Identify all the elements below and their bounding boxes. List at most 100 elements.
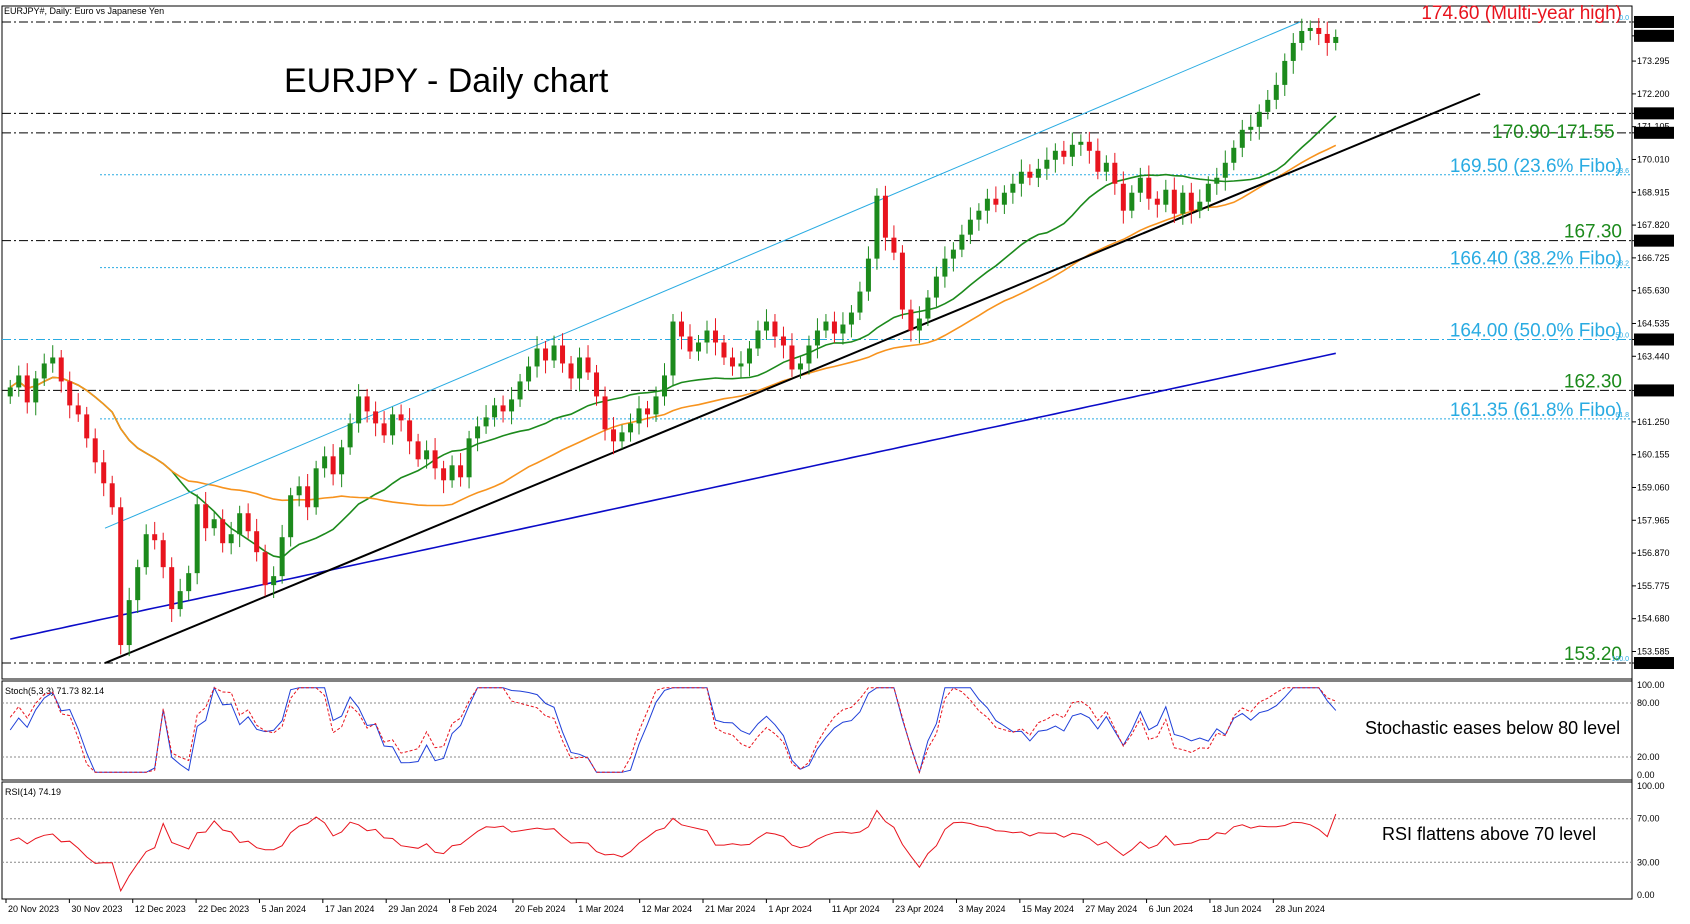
candle-body <box>534 348 540 367</box>
candle-body <box>1010 183 1016 193</box>
candle-body <box>41 363 47 379</box>
candle-body <box>976 210 982 220</box>
ma-line-50 <box>9 144 1337 507</box>
time-label: 29 Jan 2024 <box>388 904 438 914</box>
axis-highlight <box>1634 29 1674 42</box>
stoch-annotation: Stochastic eases below 80 level <box>1365 718 1620 738</box>
candle-body <box>1333 36 1339 43</box>
time-label: 18 Jun 2024 <box>1212 904 1262 914</box>
time-label: 28 Jun 2024 <box>1275 904 1325 914</box>
candle-body <box>1069 144 1075 157</box>
candle-body <box>840 324 846 334</box>
candle-body <box>75 405 81 415</box>
osc-axis-label: 20.00 <box>1637 752 1660 762</box>
axis-label: 154.680 <box>1637 614 1670 624</box>
candle-body <box>1248 126 1254 130</box>
time-label: 1 Apr 2024 <box>768 904 812 914</box>
candle-body <box>432 450 438 469</box>
candle-body <box>1086 141 1092 151</box>
time-label: 3 May 2024 <box>958 904 1005 914</box>
candle-body <box>449 465 455 481</box>
fibo-tag: 50.0 <box>1615 333 1629 340</box>
candle-body <box>984 198 990 211</box>
candle-body <box>279 537 285 577</box>
candle-body <box>211 519 217 529</box>
ma-line-200 <box>10 352 1336 640</box>
time-label: 21 Mar 2024 <box>705 904 756 914</box>
candle-body <box>398 414 404 421</box>
candle-body <box>687 336 693 352</box>
candle-body <box>160 540 166 568</box>
candle-body <box>424 450 430 460</box>
time-label: 1 Mar 2024 <box>578 904 624 914</box>
candle-body <box>653 396 659 415</box>
candle-body <box>899 252 905 310</box>
candle-body <box>814 330 820 346</box>
candle-body <box>882 195 888 238</box>
candle-body <box>857 291 863 313</box>
level-label: 164.00 (50.0% Fibo) <box>1450 321 1622 342</box>
candle-body <box>670 321 676 376</box>
candle-body <box>1095 150 1101 172</box>
candle-body <box>678 321 684 337</box>
candle-body <box>1265 99 1271 112</box>
axis-label: 155.775 <box>1637 581 1670 591</box>
candle-body <box>560 345 566 364</box>
candle-body <box>169 567 175 610</box>
candle-body <box>67 381 73 406</box>
candle-body <box>1256 111 1262 127</box>
candle-body <box>891 237 897 253</box>
axis-label: 168.915 <box>1637 187 1670 197</box>
osc-axis-label: 100.00 <box>1637 781 1665 791</box>
axis-label: 157.965 <box>1637 515 1670 525</box>
candle-body <box>92 438 98 463</box>
candle-body <box>58 357 64 382</box>
osc-axis-label: 0.00 <box>1637 890 1655 900</box>
candle-body <box>1078 141 1084 145</box>
candle-body <box>874 195 880 259</box>
candle-body <box>475 426 481 439</box>
candle-body <box>330 456 336 475</box>
candle-body <box>746 348 752 364</box>
candle-body <box>797 363 803 370</box>
candle-body <box>415 441 421 460</box>
level-label: 162.30 <box>1564 371 1622 392</box>
candle-body <box>1299 30 1305 43</box>
level-label: 153.20 <box>1564 644 1622 665</box>
candle-body <box>1018 171 1024 184</box>
time-label: 11 Apr 2024 <box>832 904 880 914</box>
candle-body <box>662 375 668 397</box>
candle-body <box>1001 192 1007 205</box>
axis-label: 174.137 <box>1637 31 1670 41</box>
axis-label: 159.060 <box>1637 482 1670 492</box>
candle-body <box>84 414 90 439</box>
osc-axis-label: 70.00 <box>1637 814 1660 824</box>
candle-body <box>1129 192 1135 211</box>
time-label: 23 Apr 2024 <box>895 904 944 914</box>
axis-label: 160.155 <box>1637 450 1670 460</box>
level-label: 167.30 <box>1564 222 1622 243</box>
candle-body <box>933 276 939 298</box>
time-label: 8 Feb 2024 <box>452 904 498 914</box>
fibo-tag: 0.0 <box>1619 15 1629 22</box>
axis-label: 156.870 <box>1637 548 1670 558</box>
candle-body <box>152 534 158 541</box>
fibo-tag: 100.0 <box>1611 656 1629 663</box>
candle-body <box>1282 60 1288 85</box>
candle-body <box>1222 162 1228 178</box>
level-label: 169.50 (23.6% Fibo) <box>1450 156 1622 177</box>
candle-body <box>738 363 744 367</box>
candle-body <box>1112 162 1118 184</box>
candle-body <box>177 591 183 610</box>
axis-label: 171.105 <box>1637 122 1670 132</box>
axis-label: 166.725 <box>1637 253 1670 263</box>
time-label: 12 Dec 2023 <box>135 904 186 914</box>
candle-body <box>203 504 209 529</box>
candlesticks <box>7 18 1339 657</box>
candle-body <box>509 399 515 412</box>
candle-body <box>288 495 294 538</box>
candle-body <box>305 486 311 508</box>
candle-body <box>908 309 914 331</box>
candle-body <box>1163 189 1169 205</box>
